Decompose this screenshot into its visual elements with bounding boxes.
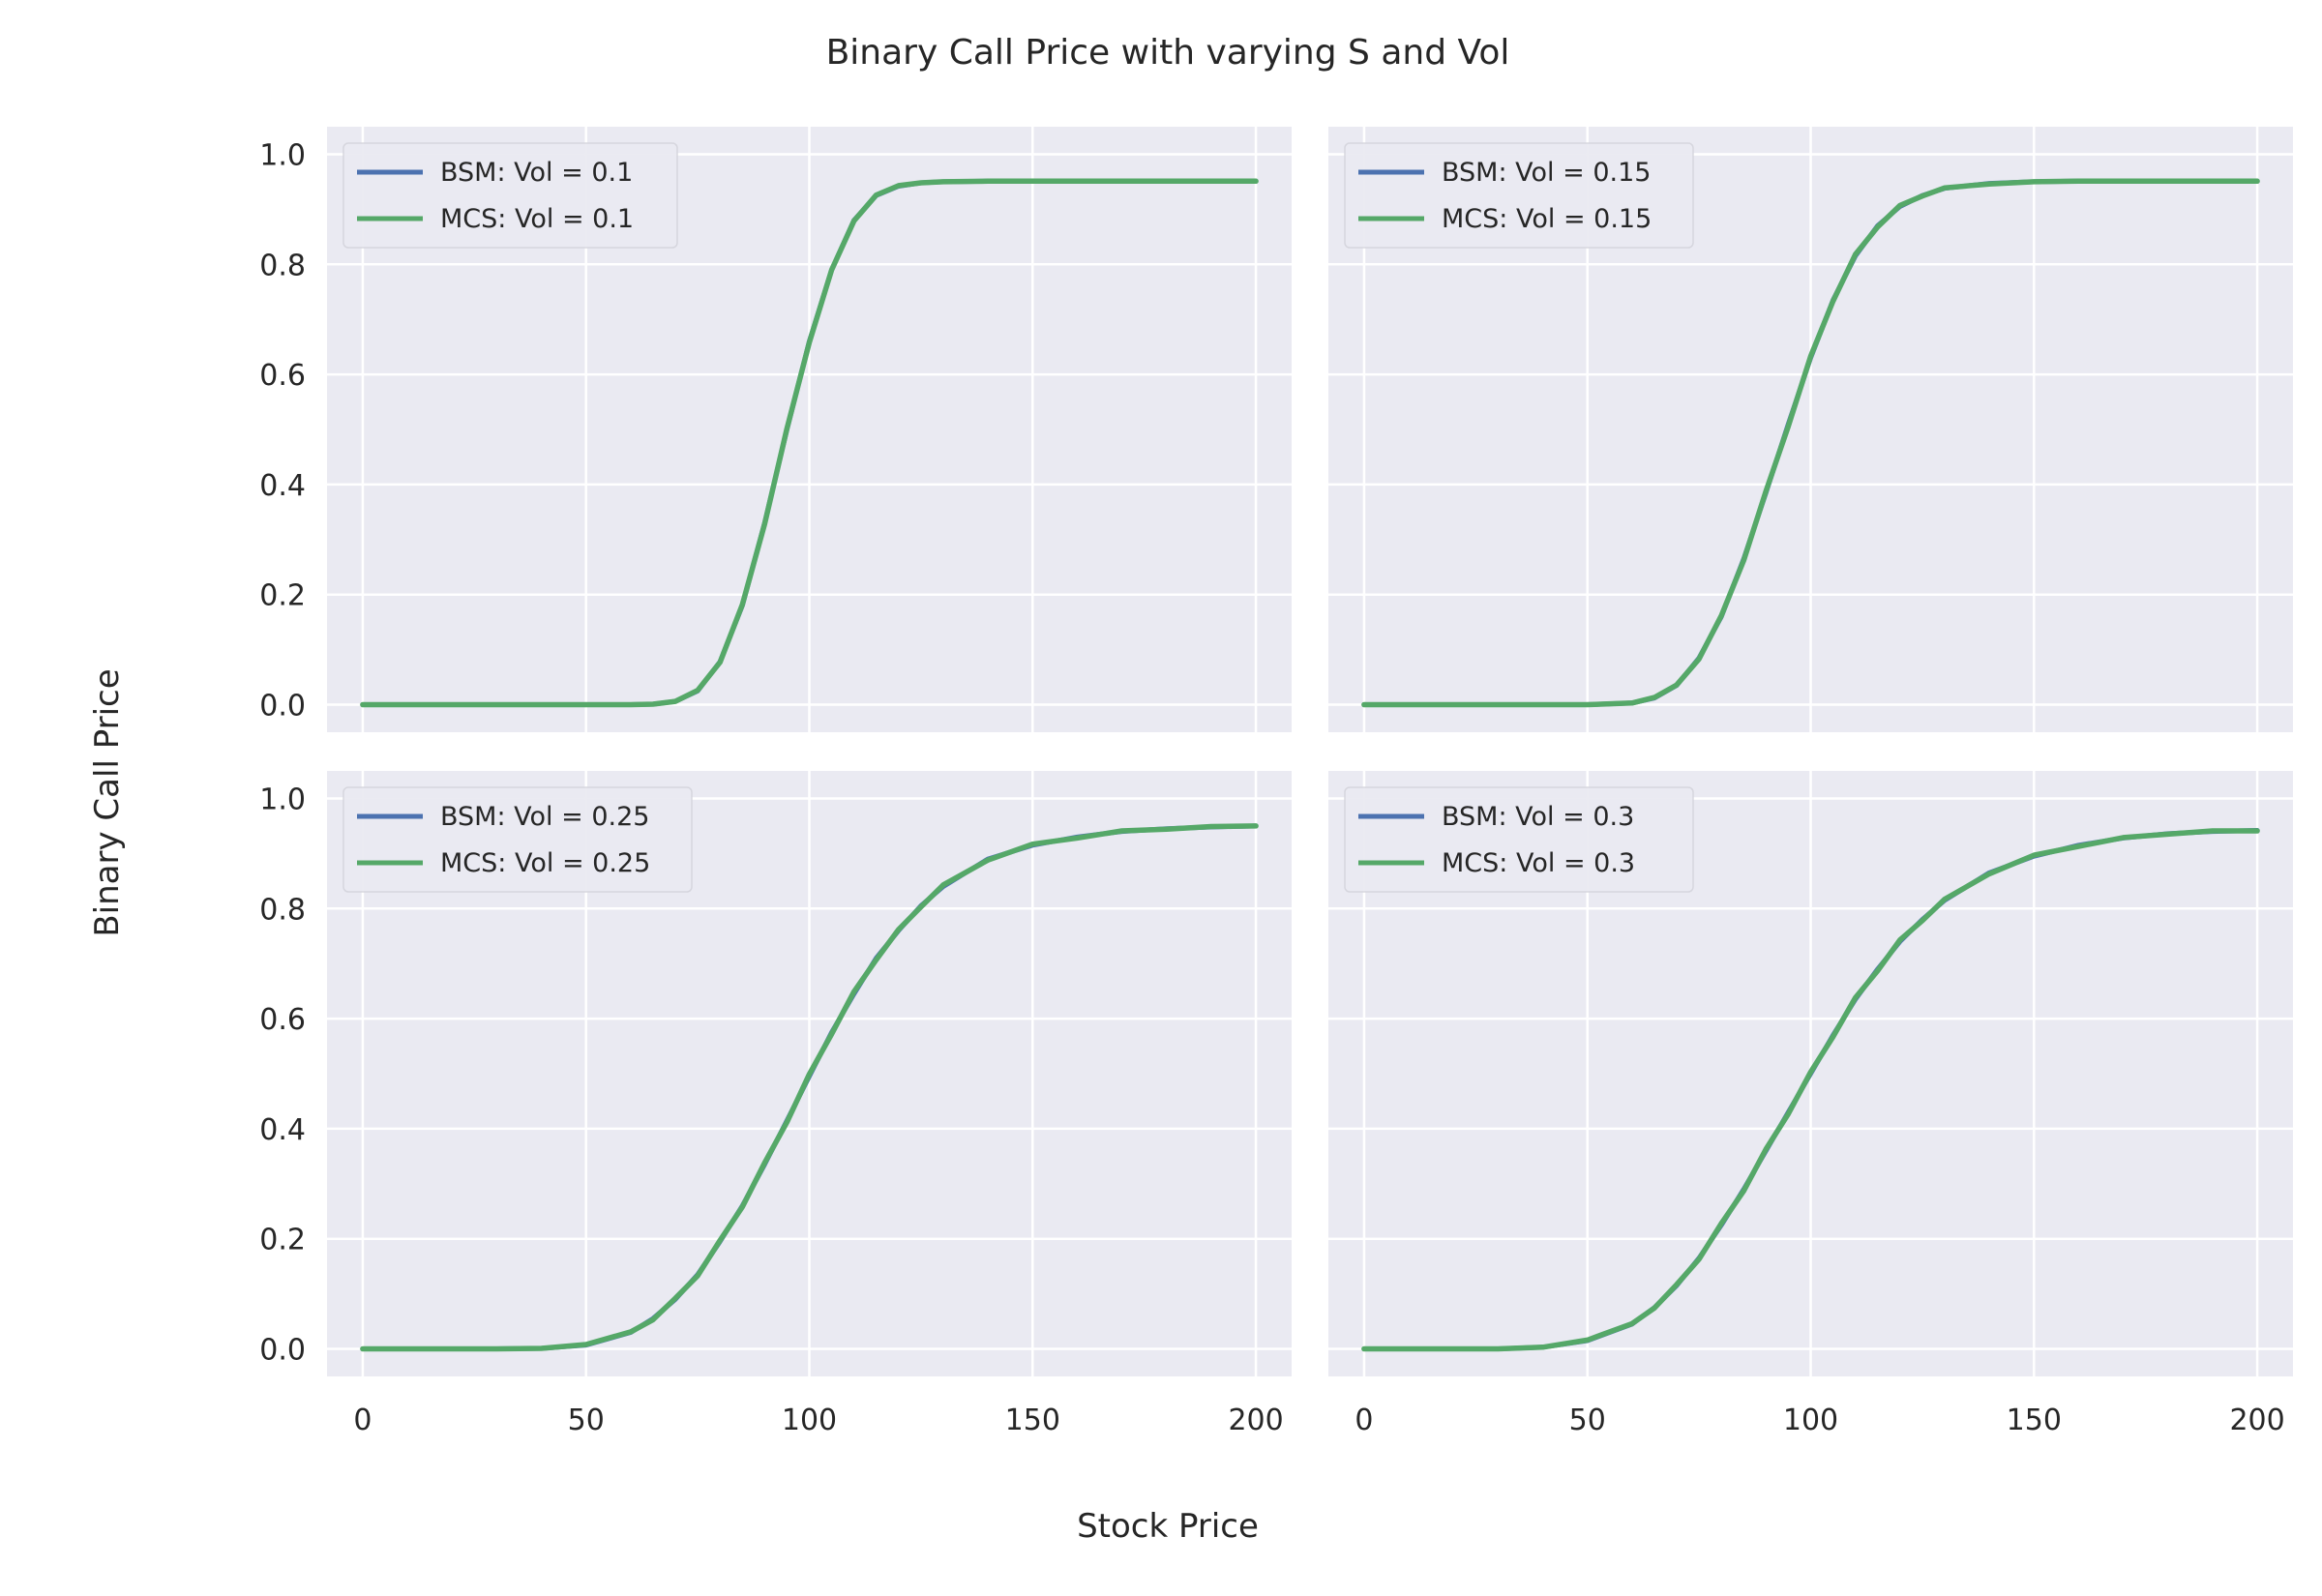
y-tick-label: 1.0 [259, 138, 306, 172]
legend-label: BSM: Vol = 0.25 [440, 802, 649, 832]
subplot-grid: 0.0 0.2 0.4 0.6 0.8 1.0 BSM: Vol = 0.1 MCS: Vol… [259, 127, 2293, 1437]
y-tick-label: 1.0 [259, 783, 306, 816]
x-tick-label: 0 [1354, 1404, 1373, 1437]
mcs-series-line [1361, 828, 2260, 1352]
legend-label: MCS: Vol = 0.3 [1442, 848, 1635, 878]
y-tick-label: 0.0 [259, 690, 306, 724]
x-tick-label: 50 [1569, 1404, 1606, 1437]
y-tick-label: 0.6 [259, 1003, 306, 1037]
subplot-2: BSM: Vol = 0.15 MCS: Vol = 0.15 [1328, 127, 2293, 732]
mcs-series-line [360, 178, 1259, 708]
subplot-4: 0 50 100 150 200 BSM: Vol = 0.3 MCS: Vol = 0.3 [1328, 771, 2293, 1437]
legend-label: MCS: Vol = 0.25 [440, 848, 650, 878]
y-tick-label: 0.8 [259, 249, 306, 282]
y-tick-label: 0.8 [259, 893, 306, 927]
y-tick-label: 0.6 [259, 359, 306, 393]
x-tick-label: 200 [1228, 1404, 1283, 1437]
legend-label: BSM: Vol = 0.15 [1442, 158, 1651, 188]
subplot-3: 0 50 100 150 200 0.0 0.2 0.4 0.6 0.8 1.0 BSM: Vol =… [259, 771, 1292, 1437]
x-axis-label: Stock Price [1077, 1507, 1259, 1546]
legend-label: BSM: Vol = 0.3 [1442, 802, 1634, 832]
mcs-series-line [1361, 178, 2260, 708]
legend: BSM: Vol = 0.15 MCS: Vol = 0.15 [1344, 142, 1694, 249]
y-tick-label: 0.4 [259, 1113, 306, 1147]
x-tick-label: 150 [1005, 1404, 1060, 1437]
subplot-1: 0.0 0.2 0.4 0.6 0.8 1.0 BSM: Vol = 0.1 MCS: Vol… [259, 127, 1292, 732]
legend: BSM: Vol = 0.1 MCS: Vol = 0.1 [342, 142, 678, 249]
mcs-series-line [360, 823, 1259, 1352]
legend-label: MCS: Vol = 0.15 [1442, 204, 1652, 234]
legend-box [1344, 142, 1694, 249]
x-tick-label: 50 [568, 1404, 605, 1437]
y-tick-label: 0.4 [259, 469, 306, 503]
legend: BSM: Vol = 0.25 MCS: Vol = 0.25 [342, 786, 693, 893]
legend-label: BSM: Vol = 0.1 [440, 158, 633, 188]
x-tick-label: 0 [353, 1404, 372, 1437]
legend-label: MCS: Vol = 0.1 [440, 204, 634, 234]
x-tick-label: 150 [2007, 1404, 2062, 1437]
y-tick-label: 0.0 [259, 1334, 306, 1368]
legend: BSM: Vol = 0.3 MCS: Vol = 0.3 [1344, 786, 1694, 893]
legend-box [342, 142, 678, 249]
x-tick-label: 200 [2229, 1404, 2284, 1437]
x-tick-label: 100 [782, 1404, 837, 1437]
x-tick-label: 100 [1783, 1404, 1838, 1437]
chart-title: Binary Call Price with varying S and Vol [826, 33, 1510, 73]
legend-box [1344, 786, 1694, 893]
y-tick-label: 0.2 [259, 579, 306, 613]
y-axis-label: Binary Call Price [88, 668, 127, 936]
y-tick-label: 0.2 [259, 1224, 306, 1257]
legend-box [342, 786, 693, 893]
